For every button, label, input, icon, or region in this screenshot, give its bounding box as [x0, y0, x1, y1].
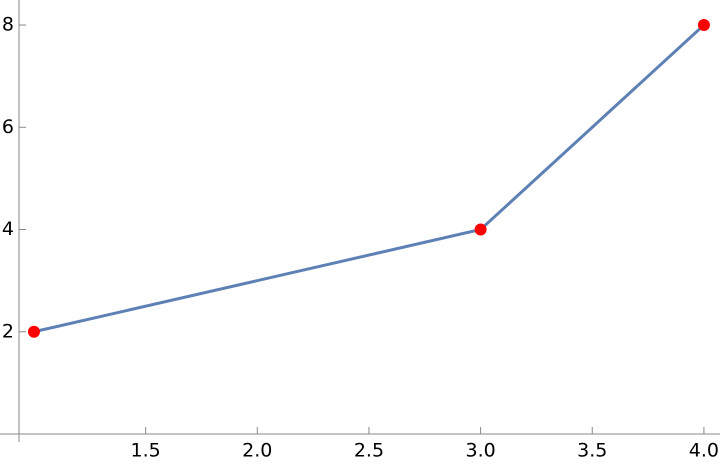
point: [27, 325, 40, 338]
y-tick-label: 6: [2, 116, 14, 138]
x-tick-label: 2.5: [354, 440, 384, 462]
x-tick-label: 3.5: [577, 440, 607, 462]
point: [697, 19, 710, 32]
x-tick-label: 3.0: [465, 440, 495, 462]
x-tick-label: 1.5: [131, 440, 161, 462]
y-tick-label: 2: [2, 320, 14, 342]
x-tick-label: 2.0: [242, 440, 272, 462]
y-tick-label: 8: [2, 14, 14, 36]
x-tick-label: 4.0: [689, 440, 719, 462]
series-line: [33, 23, 705, 334]
point: [474, 223, 487, 236]
y-tick-label: 4: [2, 218, 14, 240]
